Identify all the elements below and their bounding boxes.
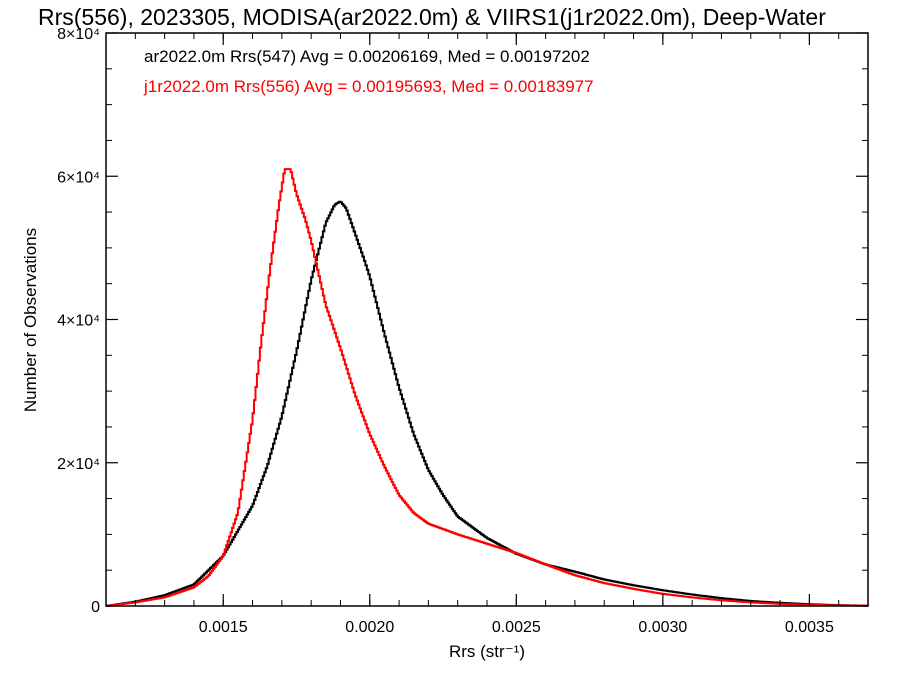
x-tick-label: 0.0025 [492, 619, 541, 636]
annotation-j1r2022: j1r2022.0m Rrs(556) Avg = 0.00195693, Me… [143, 77, 594, 96]
y-tick-label: 6×10⁴ [57, 169, 100, 186]
x-tick-label: 0.0035 [785, 619, 834, 636]
x-axis-label: Rrs (str⁻¹) [449, 642, 525, 661]
x-tick-label: 0.0030 [638, 619, 687, 636]
y-axis-label: Number of Observations [21, 228, 40, 412]
y-tick-label: 8×10⁴ [57, 26, 100, 43]
series-line-0 [106, 200, 869, 607]
x-tick-label: 0.0020 [345, 619, 394, 636]
series-layer [106, 168, 869, 607]
x-tick-label: 0.0015 [199, 619, 248, 636]
y-tick-label: 0 [91, 599, 100, 616]
chart-title: Rrs(556), 2023305, MODISA(ar2022.0m) & V… [38, 4, 826, 30]
y-tick-label: 4×10⁴ [57, 313, 100, 330]
ticks-layer: 0.0015 0.0020 0.0025 0.0030 0.0035 0 2×10⁴ 4×10… [57, 26, 869, 636]
annotation-ar2022: ar2022.0m Rrs(547) Avg = 0.00206169, Med… [144, 47, 590, 66]
y-tick-label: 2×10⁴ [57, 456, 100, 473]
series-line-1 [106, 168, 868, 607]
